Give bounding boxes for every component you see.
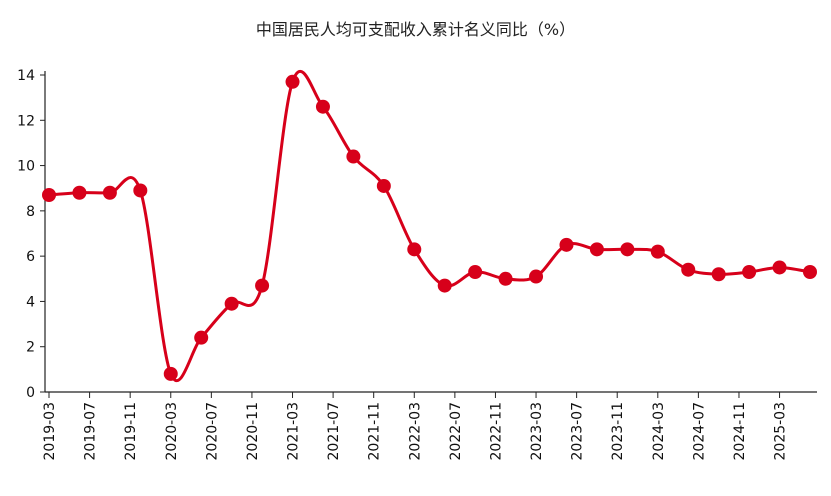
x-tick-label: 2021-07 [326,402,342,461]
x-tick-label: 2022-03 [407,402,423,461]
data-point [285,74,300,89]
data-point [650,244,665,259]
y-tick-label: 6 [26,249,35,265]
data-point [711,267,726,282]
data-point [72,185,87,200]
chart-title: 中国居民人均可支配收入累计名义同比（%） [255,20,576,39]
y-tick-label: 2 [26,340,35,356]
data-point [620,242,635,257]
data-point [255,278,270,293]
data-point [803,264,817,279]
x-tick-label: 2020-07 [204,402,220,461]
x-tick-label: 2021-03 [286,402,302,461]
y-tick-label: 8 [26,204,35,220]
data-point [133,183,148,198]
x-tick-label: 2019-03 [42,402,58,461]
data-point [681,262,696,277]
data-point [376,178,391,193]
data-point [468,264,483,279]
data-point [772,260,787,275]
data-point [163,366,178,381]
x-tick-label: 2022-11 [488,402,504,461]
axes [44,71,817,393]
x-tick-label: 2024-07 [691,402,707,461]
data-point [589,242,604,257]
data-point [346,149,361,164]
x-tick-label: 2024-03 [651,402,667,461]
x-tick-label: 2024-11 [732,402,748,461]
y-tick-label: 10 [17,159,35,175]
data-point [559,237,574,252]
data-point [529,269,544,284]
x-tick-label: 2023-11 [610,402,626,461]
data-point [498,271,513,286]
data-point [742,264,757,279]
series-line [48,70,811,383]
x-tick-label: 2023-03 [529,402,545,461]
x-tick-label: 2019-07 [83,402,99,461]
x-axis-ticks: 2019-03 2019-07 2019-11 2020-03 2020-07 2020-… [42,392,789,461]
x-tick-label: 2019-11 [123,402,139,461]
x-tick-label: 2022-07 [448,402,464,461]
y-tick-label: 0 [26,385,35,401]
data-point [407,242,422,257]
data-point [42,188,56,203]
y-axis-ticks: 0 2 4 6 8 10 12 14 [17,68,45,401]
y-tick-label: 4 [26,294,35,310]
y-tick-label: 12 [17,113,35,129]
x-tick-label: 2025-03 [773,402,789,461]
x-tick-label: 2020-11 [245,402,261,461]
data-point [102,185,117,200]
series-group [42,70,817,383]
data-point [315,99,330,114]
x-tick-label: 2023-07 [570,402,586,461]
y-tick-label: 14 [17,68,35,84]
data-point [437,278,452,293]
x-tick-label: 2020-03 [164,402,180,461]
data-point [224,296,239,311]
x-tick-label: 2021-11 [367,402,383,461]
data-point [194,330,209,345]
